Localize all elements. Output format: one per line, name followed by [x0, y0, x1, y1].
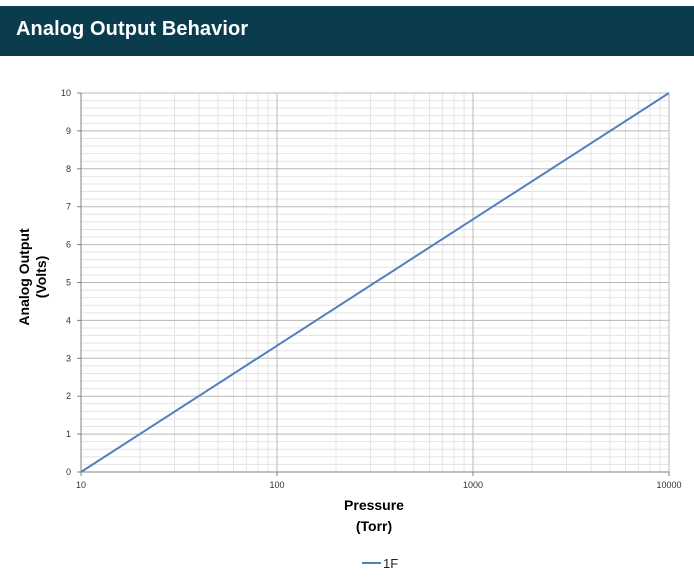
y-tick-label: 2	[66, 391, 71, 401]
x-tick-label: 10000	[656, 480, 681, 490]
legend-label-1f: 1F	[383, 556, 398, 571]
y-tick-label: 10	[61, 88, 71, 98]
y-tick-label: 7	[66, 202, 71, 212]
series-line-1f	[80, 92, 670, 473]
x-tick-label: 10	[76, 480, 86, 490]
y-axis-ticks: 0 1 2 3 4 5 6 7 8 9 10	[61, 88, 81, 477]
x-axis-title-line-2: (Torr)	[356, 518, 392, 534]
legend: 1F	[362, 556, 398, 571]
x-axis-title-line-1: Pressure	[344, 497, 404, 513]
y-tick-label: 0	[66, 467, 71, 477]
y-tick-label: 5	[66, 278, 71, 288]
x-tick-label: 100	[269, 480, 284, 490]
x-tick-label: 1000	[463, 480, 483, 490]
header-bar: Analog Output Behavior	[0, 6, 694, 56]
y-tick-label: 9	[66, 126, 71, 136]
series-layer	[80, 92, 670, 473]
y-axis-title-line-1: Analog Output	[16, 228, 32, 326]
y-tick-label: 1	[66, 429, 71, 439]
y-axis-title-line-2: (Volts)	[33, 256, 49, 299]
y-tick-label: 3	[66, 353, 71, 363]
x-axis-ticks: 10 100 1000 10000	[76, 472, 682, 490]
y-tick-label: 4	[66, 315, 71, 325]
page-title: Analog Output Behavior	[16, 18, 249, 40]
y-tick-label: 6	[66, 240, 71, 250]
y-tick-label: 8	[66, 164, 71, 174]
